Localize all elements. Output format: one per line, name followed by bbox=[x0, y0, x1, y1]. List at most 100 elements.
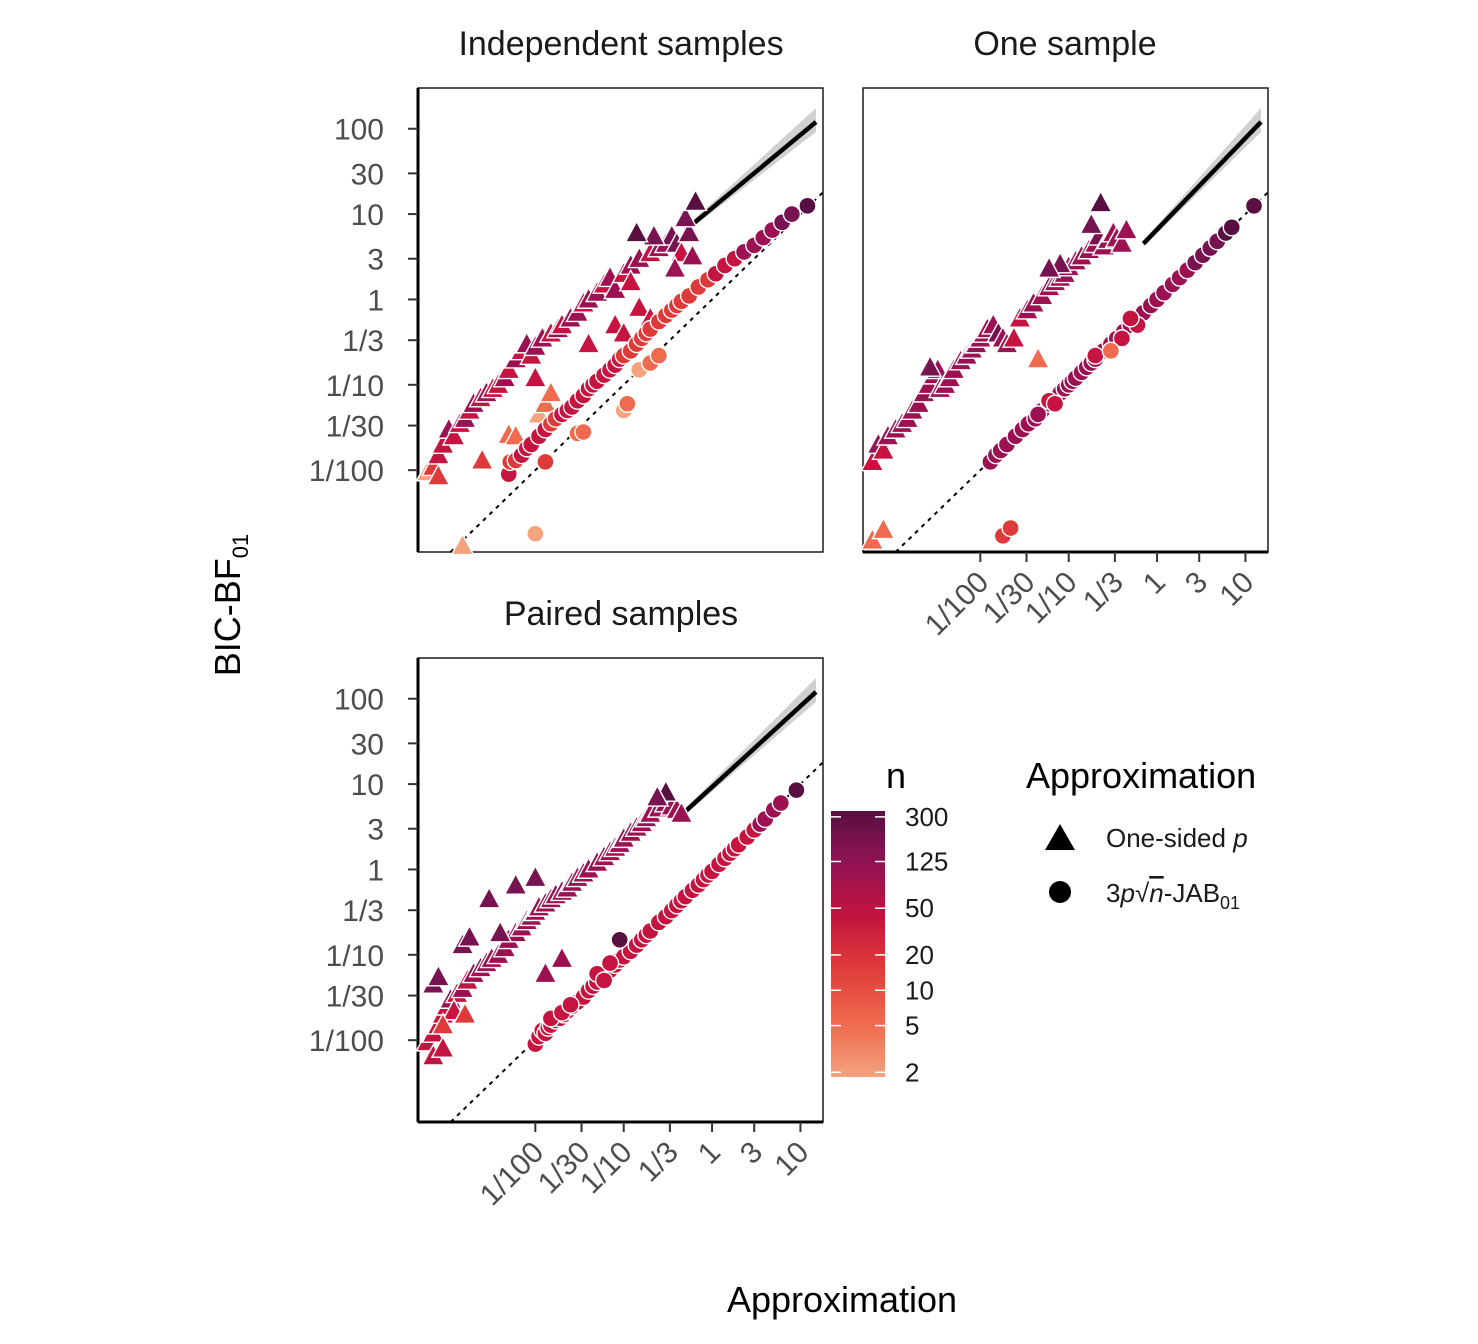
color-legend-title: n bbox=[886, 755, 906, 796]
triangle-point bbox=[1036, 255, 1062, 279]
triangle-point bbox=[523, 365, 548, 388]
legend-triangle-key bbox=[1045, 824, 1075, 850]
fit-line-one-sample bbox=[1141, 107, 1263, 247]
circle-point bbox=[574, 422, 593, 442]
triangle-point bbox=[1001, 325, 1027, 348]
legend-jab-p: p bbox=[1119, 878, 1134, 908]
triangle-point bbox=[452, 1001, 478, 1024]
y-tick-label: 1/3 bbox=[342, 325, 384, 358]
circle-point bbox=[1045, 394, 1065, 413]
circle-point bbox=[594, 971, 614, 990]
x-tick-label: 1/10 bbox=[1019, 566, 1084, 631]
triangle-point bbox=[860, 448, 885, 472]
legend-circle-key bbox=[1049, 881, 1071, 903]
panel-title-one-sample: One sample bbox=[973, 25, 1156, 63]
triangle-point bbox=[549, 945, 575, 969]
x-tick-label: 10 bbox=[768, 1136, 815, 1183]
y-tick-label: 10 bbox=[351, 199, 384, 232]
y-tick-label: 1/30 bbox=[326, 981, 384, 1014]
triangle-point bbox=[538, 380, 564, 403]
y-tick-label: 1/100 bbox=[309, 455, 384, 488]
legend-label-one-sided: One-sided p bbox=[1106, 823, 1248, 853]
triangle-point bbox=[1114, 217, 1139, 240]
triangle-point bbox=[430, 1012, 456, 1035]
triangle-point bbox=[917, 354, 943, 377]
color-bar bbox=[831, 811, 885, 1077]
fit-line bbox=[683, 690, 818, 813]
circle-point bbox=[610, 930, 629, 949]
circle-point bbox=[1112, 329, 1132, 348]
triangle-point bbox=[618, 269, 643, 292]
triangle-point bbox=[683, 188, 708, 212]
panel-independent: Independent samples 1/100 1/30 1/10 1/3 1 3 10… bbox=[309, 25, 824, 556]
y-axis-title: BIC-BF01 bbox=[207, 534, 253, 677]
circle-point bbox=[771, 793, 791, 813]
x-tick-label: 10 bbox=[1213, 566, 1260, 613]
panel-title-independent: Independent samples bbox=[458, 25, 783, 63]
legend-jab-sqrt: √ bbox=[1135, 878, 1150, 908]
legend-jab-n: n bbox=[1149, 878, 1163, 908]
triangle-point bbox=[1109, 230, 1135, 254]
y-tick-label: 1 bbox=[367, 284, 384, 317]
color-bar-label: 50 bbox=[905, 893, 934, 923]
triangle-point bbox=[624, 220, 649, 243]
panel-frame-one-sample bbox=[862, 87, 1269, 553]
circle-point bbox=[561, 995, 580, 1014]
y-tick-label: 100 bbox=[334, 684, 384, 717]
shape-legend-title: Approximation bbox=[1026, 755, 1256, 796]
triangle-point bbox=[523, 864, 548, 888]
triangle-point bbox=[627, 294, 652, 318]
triangle-point bbox=[1088, 189, 1113, 213]
circle-point bbox=[1101, 341, 1121, 361]
triangle-point bbox=[469, 447, 495, 470]
y-tick-label: 3 bbox=[367, 244, 384, 277]
shape-legend: Approximation One-sided p 3p√n-JAB01 bbox=[1026, 755, 1256, 913]
y-tick-label: 30 bbox=[351, 728, 384, 761]
triangle-point bbox=[503, 423, 528, 446]
fit-line bbox=[1141, 120, 1263, 246]
color-bar-label: 10 bbox=[905, 975, 934, 1005]
x-tick-label: 3 bbox=[734, 1136, 769, 1171]
x-tick-label: 1/3 bbox=[632, 1136, 685, 1189]
triangle-point bbox=[1025, 346, 1051, 369]
legend-label-one-sided-p: p bbox=[1232, 823, 1247, 853]
legend-label-one-sided-text: One-sided bbox=[1106, 823, 1233, 853]
legend-jab-text: -JAB bbox=[1164, 878, 1220, 908]
y-tick-label: 3 bbox=[367, 814, 384, 847]
panel-title-paired: Paired samples bbox=[504, 595, 738, 633]
y-tick-label: 1 bbox=[367, 854, 384, 887]
points-paired bbox=[415, 779, 806, 1066]
circle-point bbox=[798, 196, 817, 216]
triangle-point bbox=[488, 919, 513, 943]
y-tick-label: 1/30 bbox=[326, 411, 384, 444]
triangle-point bbox=[662, 255, 688, 279]
y-tick-label: 1/10 bbox=[326, 940, 384, 973]
triangle-point bbox=[641, 223, 667, 246]
y-tick-label: 1/3 bbox=[342, 895, 384, 928]
triangle-point bbox=[645, 784, 670, 807]
triangle-point bbox=[611, 320, 636, 343]
x-axis-title: Approximation bbox=[727, 1279, 957, 1320]
triangle-point bbox=[476, 886, 502, 909]
y-axis-paired: 1/100 1/30 1/10 1/3 1 3 10 30 100 bbox=[309, 658, 420, 1122]
fit-line-paired bbox=[683, 677, 818, 815]
triangle-point bbox=[426, 963, 451, 987]
legend-jab-sub: 01 bbox=[1220, 893, 1240, 913]
color-legend: n 2 5 10 20 50 125 300 bbox=[831, 755, 948, 1087]
color-bar-label: 2 bbox=[905, 1057, 919, 1087]
triangle-point bbox=[430, 1035, 456, 1058]
y-tick-label: 100 bbox=[334, 114, 384, 147]
y-tick-label: 1/100 bbox=[309, 1025, 384, 1058]
y-tick-label: 30 bbox=[351, 158, 384, 191]
triangle-point bbox=[871, 437, 896, 461]
x-tick-label: 1/10 bbox=[574, 1136, 639, 1201]
triangle-point bbox=[680, 243, 705, 266]
circle-point bbox=[1121, 309, 1140, 328]
fit-line bbox=[684, 120, 818, 232]
circle-point bbox=[1222, 218, 1241, 237]
triangle-point bbox=[576, 331, 601, 354]
